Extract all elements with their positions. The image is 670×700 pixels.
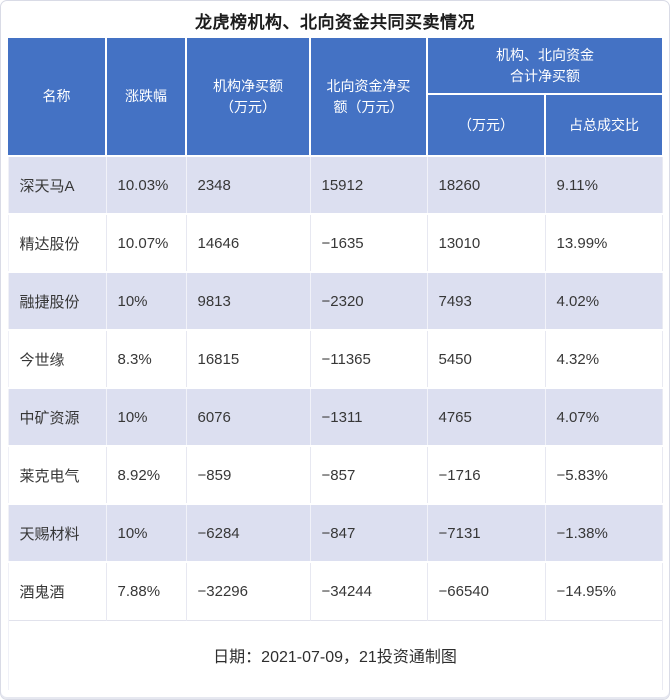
col-header-north-net-buy: 北向资金净买 额（万元） [310, 38, 428, 157]
cell-change-pct: 8.92% [106, 446, 187, 504]
cell-turnover-ratio: 9.11% [545, 155, 663, 215]
cell-change-pct: 10.03% [106, 155, 187, 215]
cell-inst-net-buy: 2348 [186, 155, 311, 215]
table-row: 今世缘 8.3% 16815 −11365 5450 4.32% [7, 330, 663, 388]
table-row: 莱克电气 8.92% −859 −857 −1716 −5.83% [7, 446, 663, 504]
cell-combined-net-buy: −1716 [427, 446, 546, 504]
page-title: 龙虎榜机构、北向资金共同买卖情况 [195, 13, 475, 32]
cell-turnover-ratio: 4.32% [545, 330, 663, 388]
cell-north-net-buy: −847 [310, 503, 428, 563]
cell-combined-net-buy: 5450 [427, 330, 546, 388]
header-row-top: 名称 涨跌幅 机构净买额 （万元） 北向资金净买 额（万元） 机构、北向资金 合… [8, 38, 662, 157]
table-row: 深天马A 10.03% 2348 15912 18260 9.11% [7, 155, 663, 215]
stocks-table: 名称 涨跌幅 机构净买额 （万元） 北向资金净买 额（万元） 机构、北向资金 合… [7, 38, 663, 690]
cell-combined-net-buy: 7493 [427, 271, 546, 331]
table-row: 中矿资源 10% 6076 −1311 4765 4.07% [7, 387, 663, 447]
cell-inst-net-buy: −32296 [186, 562, 311, 620]
cell-north-net-buy: −34244 [310, 562, 428, 620]
cell-north-net-buy: −1311 [310, 387, 428, 447]
cell-stock-name: 深天马A [7, 155, 107, 215]
cell-combined-net-buy: −66540 [427, 562, 546, 620]
col-header-combined-ratio: 占总成交比 [545, 94, 662, 157]
cell-change-pct: 7.88% [106, 562, 187, 620]
cell-combined-net-buy: 13010 [427, 214, 546, 272]
cell-stock-name: 酒鬼酒 [7, 562, 107, 620]
col-header-combined-amount: （万元） [427, 94, 546, 157]
cell-north-net-buy: −11365 [310, 330, 428, 388]
cell-turnover-ratio: −14.95% [545, 562, 663, 620]
table-row: 精达股份 10.07% 14646 −1635 13010 13.99% [7, 214, 663, 272]
cell-turnover-ratio: 4.02% [545, 271, 663, 331]
cell-stock-name: 精达股份 [7, 214, 107, 272]
cell-inst-net-buy: −6284 [186, 503, 311, 563]
cell-turnover-ratio: −1.38% [545, 503, 663, 563]
cell-north-net-buy: −2320 [310, 271, 428, 331]
cell-change-pct: 10% [106, 387, 187, 447]
cell-combined-net-buy: 4765 [427, 387, 546, 447]
table-row: 融捷股份 10% 9813 −2320 7493 4.02% [7, 271, 663, 331]
col-header-change: 涨跌幅 [106, 38, 187, 157]
col-header-combined-group: 机构、北向资金 合计净买额 [427, 38, 662, 95]
cell-stock-name: 莱克电气 [7, 446, 107, 504]
cell-inst-net-buy: −859 [186, 446, 311, 504]
table-header: 名称 涨跌幅 机构净买额 （万元） 北向资金净买 额（万元） 机构、北向资金 合… [8, 38, 662, 157]
cell-inst-net-buy: 6076 [186, 387, 311, 447]
cell-stock-name: 今世缘 [7, 330, 107, 388]
col-header-name: 名称 [8, 38, 107, 157]
cell-inst-net-buy: 9813 [186, 271, 311, 331]
table-footer: 日期：2021-07-09，21投资通制图 [7, 619, 663, 690]
cell-turnover-ratio: −5.83% [545, 446, 663, 504]
table-row: 天赐材料 10% −6284 −847 −7131 −1.38% [7, 503, 663, 563]
cell-inst-net-buy: 14646 [186, 214, 311, 272]
table-row: 酒鬼酒 7.88% −32296 −34244 −66540 −14.95% [7, 562, 663, 620]
cell-turnover-ratio: 4.07% [545, 387, 663, 447]
cell-north-net-buy: −857 [310, 446, 428, 504]
cell-stock-name: 中矿资源 [7, 387, 107, 447]
cell-north-net-buy: 15912 [310, 155, 428, 215]
cell-north-net-buy: −1635 [310, 214, 428, 272]
table-body: 深天马A 10.03% 2348 15912 18260 9.11% 精达股份 … [7, 155, 663, 620]
cell-inst-net-buy: 16815 [186, 330, 311, 388]
col-header-inst-net-buy: 机构净买额 （万元） [186, 38, 311, 157]
cell-change-pct: 10.07% [106, 214, 187, 272]
cell-combined-net-buy: 18260 [427, 155, 546, 215]
cell-change-pct: 10% [106, 503, 187, 563]
header-row-sub: （万元） 占总成交比 [8, 94, 662, 157]
cell-turnover-ratio: 13.99% [545, 214, 663, 272]
cell-change-pct: 10% [106, 271, 187, 331]
footer-note: 日期：2021-07-09，21投资通制图 [7, 619, 663, 690]
cell-combined-net-buy: −7131 [427, 503, 546, 563]
footer-row: 日期：2021-07-09，21投资通制图 [7, 619, 663, 690]
cell-change-pct: 8.3% [106, 330, 187, 388]
cell-stock-name: 天赐材料 [7, 503, 107, 563]
cell-stock-name: 融捷股份 [7, 271, 107, 331]
